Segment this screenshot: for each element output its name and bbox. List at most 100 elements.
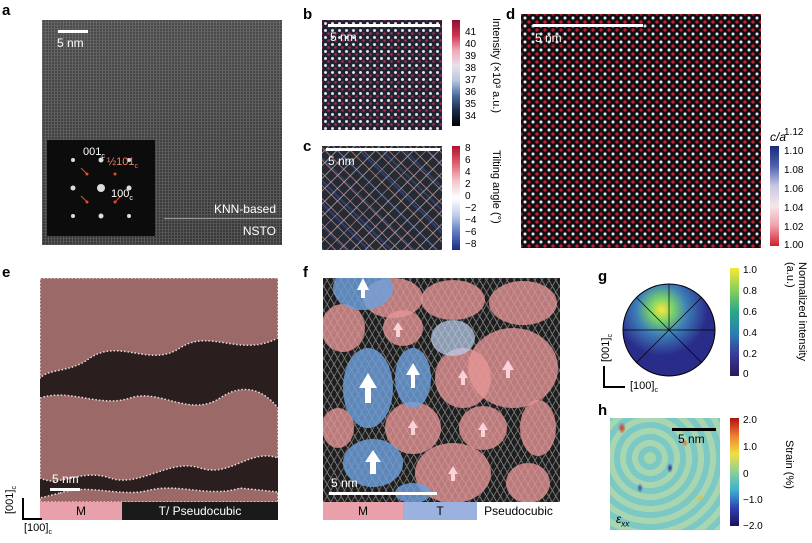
cbar-b-tick: 37 <box>465 75 477 86</box>
axis-x-arrow <box>603 386 625 388</box>
scale-text: 5 nm <box>52 472 79 486</box>
scale-bar <box>533 24 643 27</box>
scale-bar <box>672 428 716 431</box>
fft-label-half101-sub: c <box>134 163 139 171</box>
cbar-h-tick: 1.0 <box>743 442 757 453</box>
fft-label-100: 100 <box>111 188 130 200</box>
cbar-d-tick: 1.06 <box>784 184 804 195</box>
axis-y-sub: c <box>11 486 19 490</box>
scale-text: 5 nm <box>678 432 705 446</box>
scale-text: 5 nm <box>535 31 562 45</box>
band-t-pseudocubic: T/ Pseudocubic <box>122 502 278 520</box>
cbar-b-tick: 40 <box>465 39 477 50</box>
cbar-g-tick: 0.6 <box>743 307 757 318</box>
epsilon-sub: xx <box>621 519 630 529</box>
domain-map-e: 5 nm <box>40 278 278 502</box>
interface-line <box>164 218 282 219</box>
axis-x-label: [100]c <box>630 380 658 394</box>
scale-text: 5 nm <box>331 476 358 490</box>
layer-knn-label: KNN-based <box>213 202 276 216</box>
scale-bar <box>50 488 80 491</box>
band-m: M <box>323 502 403 520</box>
tilting-map: 5 nm <box>322 146 442 250</box>
panel-b-label: b <box>303 6 313 23</box>
fft-inset: 001c ½101c 100c <box>47 140 155 236</box>
layer-nsto-label: NSTO <box>242 224 276 238</box>
intensity-map: 5 nm <box>322 20 442 130</box>
axis-x-sub: c <box>48 529 52 537</box>
axis-y-label: [001]c <box>4 486 18 514</box>
cbar-c-tick: −8 <box>465 239 477 250</box>
panel-c-label: c <box>303 138 312 155</box>
cbar-d-tick: 1.10 <box>784 146 804 157</box>
axis-x-text: [100] <box>630 380 655 392</box>
cbar-c-tick: −4 <box>465 215 477 226</box>
band-t: T <box>403 502 477 520</box>
cbar-d-tick: 1.02 <box>784 222 804 233</box>
cbar-c-tick: 2 <box>465 179 471 190</box>
axis-x-text: [100] <box>24 522 49 534</box>
cbar-g-tick: 0.4 <box>743 328 757 339</box>
scale-text: 5 nm <box>330 30 357 44</box>
epsilon-text: ε <box>616 512 622 526</box>
fft-pattern <box>70 157 132 219</box>
strain-map: 5 nm εxx <box>610 418 720 530</box>
axis-x-label: [100]c <box>24 522 52 536</box>
cbar-c-tick: 6 <box>465 155 471 166</box>
cbar-d-tick: 1.04 <box>784 203 804 214</box>
panel-d-label: d <box>506 6 516 23</box>
scale-bar <box>58 30 88 33</box>
cbar-d-title: c/a <box>770 130 787 144</box>
cbar-h-title: Strain (%) <box>783 440 795 489</box>
cbar-g-tick: 1.0 <box>743 265 757 276</box>
axis-y-text: [001] <box>600 337 612 362</box>
cbar-g-title: Normalized intensity (a.u.) <box>784 262 808 362</box>
band-pseudocubic: Pseudocubic <box>477 502 560 520</box>
panel-e-label: e <box>2 264 11 281</box>
strain-colorbar <box>730 418 739 526</box>
ca-colorbar <box>770 146 779 246</box>
cbar-b-tick: 41 <box>465 27 477 38</box>
fft-label-half101: ½101 <box>107 156 135 168</box>
cbar-h-tick: −2.0 <box>743 521 763 532</box>
cbar-g-tick: 0.2 <box>743 349 757 360</box>
cbar-b-tick: 39 <box>465 51 477 62</box>
axis-y-arrow <box>603 366 605 388</box>
band-m: M <box>40 502 122 520</box>
scale-bar <box>328 24 440 27</box>
cbar-h-tick: 0 <box>743 469 749 480</box>
cbar-h-tick: 2.0 <box>743 415 757 426</box>
cbar-b-tick: 34 <box>465 111 477 122</box>
fft-label-001-sub: c <box>101 153 105 161</box>
tilting-colorbar <box>452 146 460 250</box>
cbar-d-tick: 1.12 <box>784 127 804 138</box>
scale-bar <box>326 148 440 151</box>
axis-y-text: [001] <box>4 489 16 514</box>
fft-label-100-sub: c <box>129 195 133 203</box>
panel-g-label: g <box>598 268 608 285</box>
cbar-c-title: Tilting angle (°) <box>490 150 502 224</box>
fft-label-001: 001 <box>83 146 102 158</box>
cbar-c-tick: −6 <box>465 227 477 238</box>
scale-text: 5 nm <box>57 36 84 50</box>
axis-y-sub: c <box>607 334 615 338</box>
cbar-b-tick: 35 <box>465 99 477 110</box>
panel-h-label: h <box>598 402 608 419</box>
cbar-b-title: Intensity (×10³ a.u.) <box>490 18 502 114</box>
axis-y-label: [001]c <box>600 334 614 362</box>
cbar-c-tick: 0 <box>465 191 471 202</box>
ca-map: 5 nm <box>521 14 761 248</box>
domain-map-f: 5 nm <box>323 278 560 502</box>
panel-a-label: a <box>2 2 11 19</box>
cbar-g-tick: 0 <box>743 369 749 380</box>
cbar-c-tick: −2 <box>465 203 477 214</box>
axis-y-arrow <box>22 498 24 518</box>
cbar-b-tick: 36 <box>465 87 477 98</box>
polar-domains <box>323 278 558 502</box>
domain-shapes <box>40 278 278 502</box>
cbar-h-tick: −1.0 <box>743 495 763 506</box>
polar-plot <box>622 283 716 377</box>
cbar-d-tick: 1.08 <box>784 165 804 176</box>
cbar-g-tick: 0.8 <box>743 286 757 297</box>
intensity-colorbar-g <box>730 268 739 376</box>
